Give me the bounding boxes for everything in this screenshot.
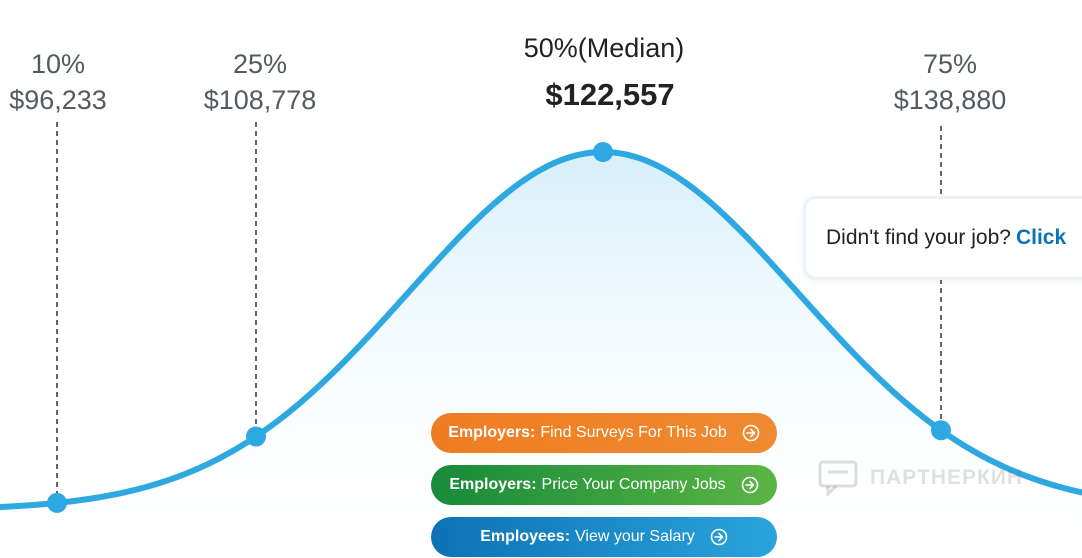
p10-percent: 10%: [30, 49, 86, 79]
marker-25[interactable]: [246, 426, 266, 447]
marker-50[interactable]: [593, 142, 613, 162]
didnt-find-job-callout: Didn't find your job? Click: [806, 199, 1082, 277]
callout-click-link[interactable]: Click: [1015, 226, 1067, 249]
percentile-markers: [47, 142, 951, 513]
p10-label: 10% $96,233: [9, 46, 107, 118]
arrow-right-circle-icon: [710, 528, 728, 546]
price-prefix: Employers:: [449, 476, 537, 493]
salary-prefix: Employees:: [480, 528, 571, 545]
marker-75[interactable]: [931, 420, 951, 441]
watermark: ПАРТНЕРКИН: [818, 460, 1023, 496]
p10-value: $96,233: [9, 85, 107, 115]
marker-10[interactable]: [47, 492, 67, 513]
arrow-right-circle-icon: [741, 476, 759, 494]
p75-value: $138,880: [893, 85, 1007, 115]
surveys-text: Find Surveys For This Job: [540, 424, 727, 441]
callout-text: Didn't find your job?: [826, 226, 1011, 249]
curve-area-fill: [0, 152, 1082, 558]
price-company-jobs-button[interactable]: Employers: Price Your Company Jobs: [431, 465, 777, 505]
median-percent: 50%(Median): [523, 33, 685, 63]
salary-text: View your Salary: [575, 528, 695, 545]
p25-value: $108,778: [203, 85, 317, 115]
price-text: Price Your Company Jobs: [541, 476, 726, 493]
surveys-prefix: Employers:: [448, 424, 536, 441]
arrow-right-circle-icon: [742, 424, 760, 442]
median-value: $122,557: [545, 77, 675, 112]
curve-line: [0, 148, 1082, 510]
view-your-salary-button[interactable]: Employees: View your Salary: [431, 517, 777, 557]
p75-label: 75% $138,880: [894, 46, 1007, 118]
p75-percent: 75%: [922, 49, 978, 79]
chat-bubble-icon: [818, 460, 858, 496]
p25-percent: 25%: [232, 49, 288, 79]
p25-label: 25% $108,778: [204, 46, 317, 118]
find-surveys-button[interactable]: Employers: Find Surveys For This Job: [431, 413, 777, 453]
watermark-text: ПАРТНЕРКИН: [870, 466, 1024, 489]
